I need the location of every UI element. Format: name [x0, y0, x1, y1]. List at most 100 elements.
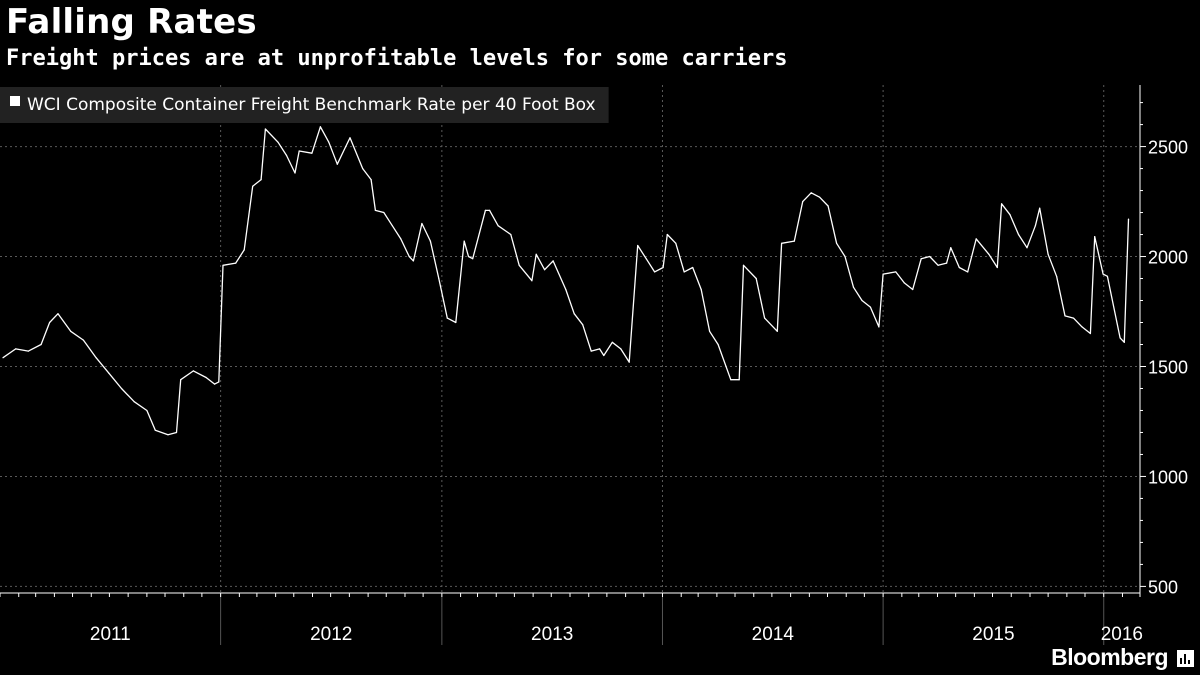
x-year-label: 2013: [531, 624, 573, 645]
data-point: [328, 141, 330, 143]
data-point: [167, 434, 169, 436]
data-point: [345, 146, 347, 148]
data-point: [975, 238, 977, 240]
data-point: [192, 370, 194, 372]
data-point: [531, 280, 533, 282]
data-point: [214, 383, 216, 385]
data-point: [950, 247, 952, 249]
data-point: [836, 242, 838, 244]
data-point: [738, 379, 740, 381]
data-point: [582, 324, 584, 326]
data-point: [742, 264, 745, 266]
data-point: [895, 271, 897, 273]
data-point: [662, 266, 664, 269]
data-point: [412, 260, 414, 262]
data-point: [1001, 203, 1003, 205]
data-point: [429, 240, 431, 242]
data-point: [154, 429, 156, 431]
data-point: [70, 330, 72, 332]
data-point: [95, 357, 97, 359]
data-point: [1017, 233, 1020, 236]
data-point: [336, 163, 338, 165]
data-point: [438, 277, 440, 280]
data-point: [1026, 247, 1028, 249]
legend-background: [0, 87, 609, 123]
data-point: [1119, 337, 1121, 339]
data-point: [565, 288, 567, 291]
data-point: [599, 348, 601, 350]
data-point: [472, 258, 474, 260]
data-point: [455, 321, 457, 324]
data-point: [988, 253, 990, 255]
data-point: [1009, 214, 1011, 216]
data-point: [920, 258, 922, 260]
data-point: [1094, 236, 1096, 238]
data-point: [861, 299, 863, 302]
data-point: [717, 343, 719, 346]
data-point: [620, 348, 622, 350]
data-point: [133, 401, 135, 403]
data-point: [852, 286, 855, 288]
data-point: [1047, 253, 1049, 255]
data-point: [175, 431, 178, 434]
data-point: [518, 264, 520, 266]
data-point: [1123, 341, 1125, 343]
data-point: [311, 152, 313, 154]
bloomberg-chart-icon: [1177, 650, 1194, 667]
data-point: [218, 381, 220, 383]
data-point: [637, 244, 639, 247]
x-year-label: 2014: [752, 624, 795, 645]
data-point: [869, 306, 872, 308]
data-point: [391, 225, 393, 227]
data-point: [827, 205, 829, 207]
y-tick-label: 2000: [1148, 248, 1188, 268]
data-point: [802, 201, 804, 203]
data-point: [946, 262, 948, 264]
data-point: [878, 326, 880, 328]
data-point: [285, 154, 288, 156]
data-point: [277, 141, 279, 143]
data-point: [781, 242, 783, 244]
chart-subtitle: Freight prices are at unprofitable level…: [6, 46, 788, 71]
data-point: [446, 317, 448, 319]
legend: WCI Composite Container Freight Benchmar…: [0, 87, 609, 123]
series-layer: [2, 126, 1130, 436]
data-point: [666, 233, 668, 236]
data-point: [692, 266, 694, 269]
data-point: [709, 330, 711, 332]
y-tick-label: 500: [1148, 577, 1178, 597]
data-point: [235, 262, 237, 264]
data-point: [57, 313, 59, 315]
data-point: [510, 233, 512, 236]
chart-title: Falling Rates: [6, 2, 257, 42]
data-point: [1127, 218, 1130, 220]
data-point: [628, 361, 630, 363]
data-point: [903, 282, 905, 284]
data-point: [108, 372, 110, 374]
data-point: [819, 196, 821, 198]
data-point: [1056, 275, 1058, 277]
data-point: [484, 209, 486, 211]
data-point: [882, 273, 884, 275]
y-tick-label: 2500: [1148, 138, 1188, 158]
data-point: [937, 264, 939, 266]
data-point: [967, 271, 969, 273]
data-point: [467, 255, 470, 258]
data-point: [764, 317, 766, 319]
data-point: [1089, 332, 1091, 335]
data-point: [544, 269, 546, 271]
data-point: [252, 185, 254, 187]
data-point: [374, 209, 376, 211]
data-point: [400, 238, 402, 240]
legend-label: WCI Composite Container Freight Benchmar…: [27, 95, 596, 115]
data-point: [349, 137, 351, 139]
y-tick-label: 1000: [1148, 467, 1188, 487]
data-point: [535, 253, 537, 255]
legend-swatch: [10, 96, 20, 106]
data-point: [49, 321, 51, 324]
data-point: [611, 341, 613, 343]
grid-layer: [0, 85, 1140, 593]
data-point: [497, 225, 499, 227]
data-point: [958, 266, 960, 269]
